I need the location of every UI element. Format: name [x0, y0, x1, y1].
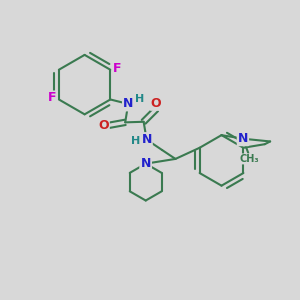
- Text: N: N: [140, 157, 151, 170]
- Text: O: O: [151, 97, 161, 110]
- Text: F: F: [48, 92, 57, 104]
- Text: N: N: [140, 157, 151, 170]
- Text: N: N: [141, 133, 152, 146]
- Text: O: O: [98, 119, 109, 132]
- Text: N: N: [123, 98, 134, 110]
- Text: N: N: [238, 132, 248, 145]
- Text: H: H: [135, 94, 144, 103]
- Text: F: F: [112, 62, 121, 75]
- Text: H: H: [131, 136, 140, 146]
- Text: CH₃: CH₃: [239, 154, 259, 164]
